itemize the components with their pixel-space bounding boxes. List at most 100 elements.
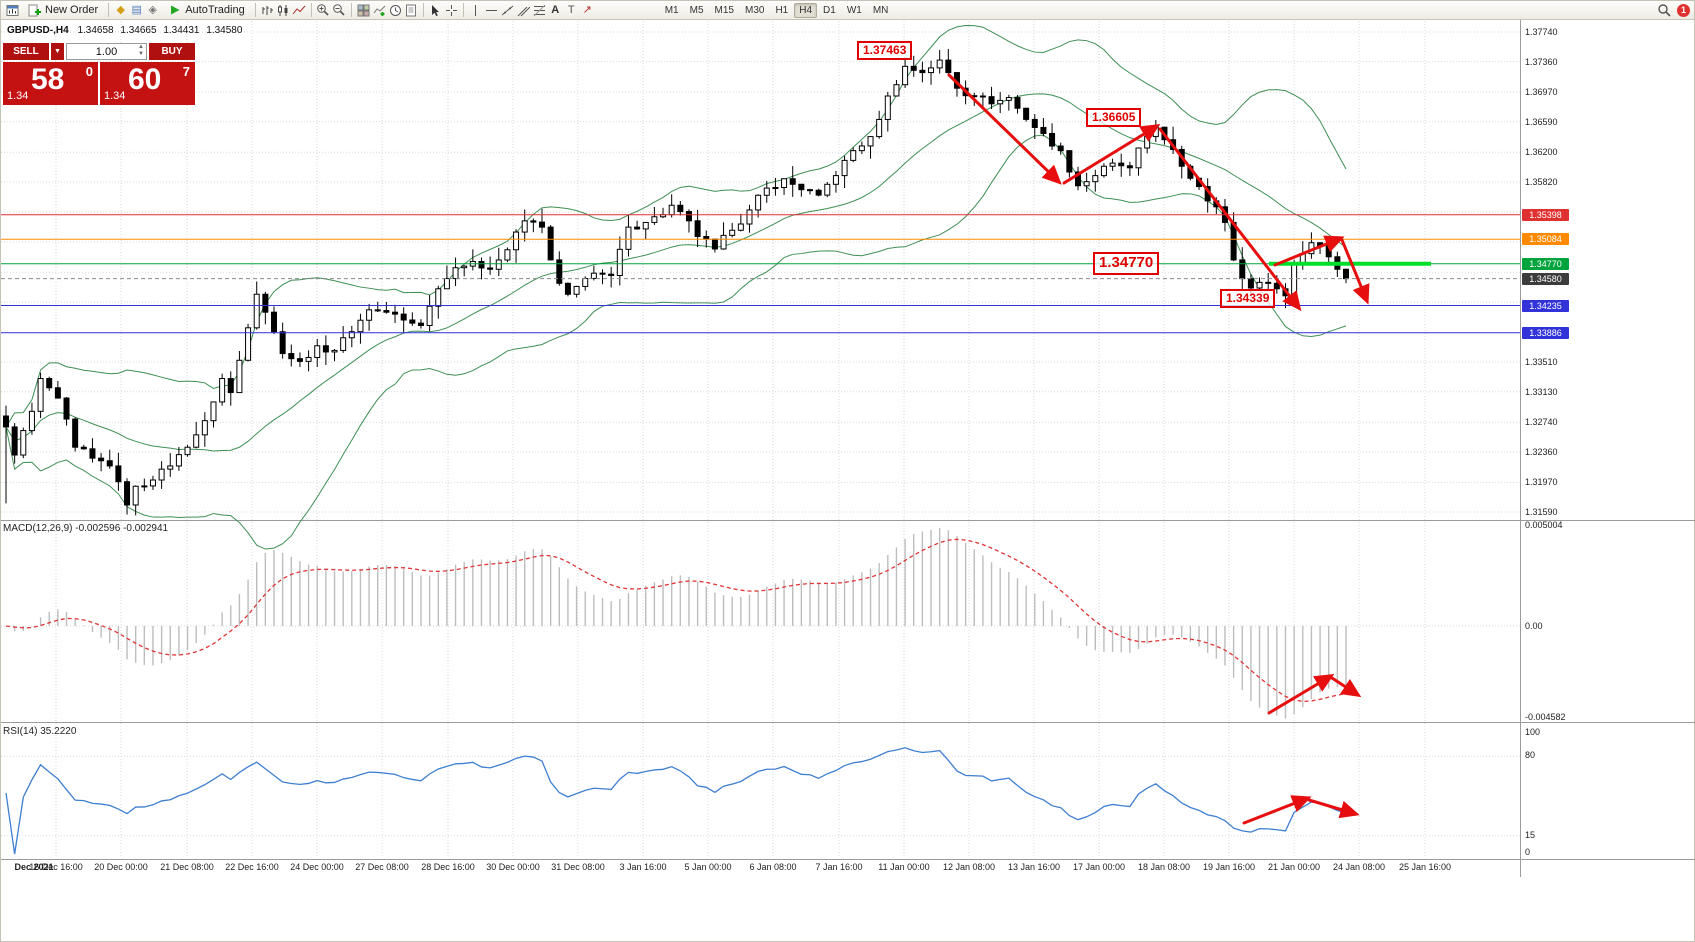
macd-signal-line <box>5 538 1347 703</box>
cursor-icon[interactable] <box>428 3 443 18</box>
time-axis-label: 28 Dec 16:00 <box>421 862 475 872</box>
timeframe-button-m15[interactable]: M15 <box>710 3 739 18</box>
price-annotation: 1.34339 <box>1220 289 1276 308</box>
timeframe-button-w1[interactable]: W1 <box>842 3 867 18</box>
candlesticks <box>3 48 1349 516</box>
new-order-label: New Order <box>45 4 99 16</box>
time-axis-label: 16 Dec 16:00 <box>29 862 83 872</box>
time-axis-label: 3 Jan 16:00 <box>619 862 667 872</box>
vertical-line-icon[interactable] <box>468 3 483 18</box>
new-order-button[interactable]: New Order <box>21 1 104 20</box>
navigator-icon[interactable]: ◈ <box>148 3 157 16</box>
timeframe-group: M1 M5 M15 M30 H1 H4 D1 W1 MN <box>660 2 894 18</box>
timeframe-button-mn[interactable]: MN <box>868 3 894 18</box>
price-annotation: 1.37463 <box>857 41 913 60</box>
notification-badge[interactable]: 1 <box>1677 3 1690 17</box>
time-axis-label: 20 Dec 00:00 <box>94 862 148 872</box>
text-icon[interactable]: A <box>551 3 560 16</box>
zoom-out-icon[interactable] <box>332 3 347 18</box>
chart-window-icon[interactable] <box>5 3 20 18</box>
periods-clock-icon[interactable] <box>388 3 403 18</box>
arrows-tool-icon[interactable]: ↗ <box>582 3 592 16</box>
price-axis-label: 1.33130 <box>1525 386 1558 397</box>
text-label-icon[interactable]: T <box>567 3 575 16</box>
chart-ohlc-header: GBPUSD-,H4 1.34658 1.34665 1.34431 1.345… <box>7 25 246 36</box>
bid-big-digits: 58 <box>31 63 65 96</box>
volume-field[interactable]: 1.00 ▲ ▼ <box>66 43 147 60</box>
data-window-icon[interactable]: ▤ <box>131 3 142 16</box>
sell-button[interactable]: SELL <box>3 43 49 60</box>
time-axis-label: 19 Jan 16:00 <box>1202 862 1256 872</box>
ask-prefix: 1.34 <box>104 90 126 102</box>
timeframe-button-m1[interactable]: M1 <box>660 3 684 18</box>
candlestick-chart-icon[interactable] <box>276 3 291 18</box>
macd-axis-min: -0.004582 <box>1525 712 1566 722</box>
spinner-down-icon[interactable]: ▼ <box>138 51 144 57</box>
trendline-icon[interactable] <box>500 3 515 18</box>
price-axis-label: 1.33510 <box>1525 357 1558 368</box>
one-click-trading-panel: SELL ▼ 1.00 ▲ ▼ BUY 1.34 58 0 1.34 60 7 <box>3 43 195 105</box>
order-type-dropdown[interactable]: ▼ <box>51 43 64 60</box>
pane-borders <box>1 20 1695 877</box>
search-icon[interactable] <box>1656 3 1671 18</box>
rsi-axis-100: 100 <box>1525 727 1541 737</box>
indicators-icon[interactable] <box>372 3 387 18</box>
macd-axis-zero: 0.00 <box>1525 621 1543 631</box>
price-axis-badge: 1.35084 <box>1522 233 1569 246</box>
time-axis-label: 17 Jan 00:00 <box>1072 862 1126 872</box>
macd-arrow-1 <box>1267 674 1335 715</box>
ohlc-low: 1.34431 <box>163 25 200 36</box>
trend-arrow-5 <box>1340 238 1370 305</box>
macd-indicator-label: MACD(12,26,9) -0.002596 -0.002941 <box>3 523 169 534</box>
fibonacci-icon[interactable] <box>532 3 547 18</box>
ohlc-high: 1.34665 <box>120 25 157 36</box>
time-axis-label: 24 Jan 08:00 <box>1332 862 1386 872</box>
spinner-up-icon[interactable]: ▲ <box>138 44 144 50</box>
equidistant-channel-icon[interactable] <box>516 3 531 18</box>
timeframe-button-d1[interactable]: D1 <box>818 3 841 18</box>
line-chart-icon[interactable] <box>292 3 307 18</box>
horizontal-line-icon[interactable] <box>484 3 499 18</box>
time-axis-label: 7 Jan 16:00 <box>815 862 863 872</box>
volume-spinner[interactable]: ▲ ▼ <box>138 44 144 58</box>
templates-icon[interactable] <box>404 3 419 18</box>
timeframe-button-h4[interactable]: H4 <box>794 2 818 18</box>
pane-splitter-macd[interactable] <box>1 519 1694 523</box>
zoom-in-icon[interactable] <box>316 3 331 18</box>
toolbar-separator <box>254 3 256 17</box>
pane-splitter-rsi[interactable] <box>1 721 1694 725</box>
rsi-axis-80: 80 <box>1525 750 1536 760</box>
ask-price-display[interactable]: 1.34 60 7 <box>100 62 195 105</box>
price-axis-label: 1.31970 <box>1525 477 1558 488</box>
timeframe-button-m30[interactable]: M30 <box>740 3 769 18</box>
buy-button[interactable]: BUY <box>149 43 195 60</box>
trend-arrows <box>947 73 1370 825</box>
time-axis-label: Dec 2021 <box>14 862 54 872</box>
time-axis-label: 5 Jan 00:00 <box>684 862 732 872</box>
tile-windows-icon[interactable] <box>356 3 371 18</box>
bar-chart-icon[interactable] <box>260 3 275 18</box>
toolbar-separator <box>350 3 352 17</box>
price-axis-label: 1.37740 <box>1525 27 1558 37</box>
time-axis-label: 25 Jan 16:00 <box>1398 862 1452 872</box>
timeframe-button-h1[interactable]: H1 <box>770 3 793 18</box>
ask-pipette: 7 <box>182 64 190 79</box>
time-axis-label: 18 Jan 08:00 <box>1137 862 1191 872</box>
bid-pipette: 0 <box>85 64 93 79</box>
crosshair-icon[interactable] <box>444 3 459 18</box>
time-axis-label: 27 Dec 08:00 <box>355 862 409 872</box>
new-order-icon <box>27 3 42 18</box>
time-axis-label: 31 Dec 08:00 <box>551 862 605 872</box>
toolbar: New Order ◆ ▤ ◈ AutoTrading <box>1 1 1694 20</box>
time-axis-label: 30 Dec 00:00 <box>486 862 540 872</box>
market-watch-icon[interactable]: ◆ <box>116 3 125 16</box>
price-axis-badge: 1.34580 <box>1522 272 1569 285</box>
bid-price-display[interactable]: 1.34 58 0 <box>3 62 98 105</box>
trend-arrow-2 <box>1062 123 1161 185</box>
price-annotation: 1.36605 <box>1086 108 1142 127</box>
timeframe-button-m5[interactable]: M5 <box>685 3 709 18</box>
autotrading-button[interactable]: AutoTrading <box>161 1 251 20</box>
price-level-lines <box>1 214 1520 334</box>
price-axis-label: 1.31590 <box>1525 507 1558 517</box>
